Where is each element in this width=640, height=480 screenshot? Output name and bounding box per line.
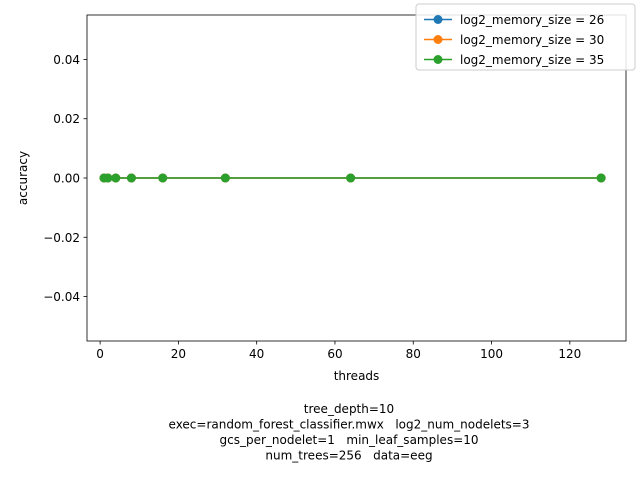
legend-box	[415, 3, 636, 71]
legend-marker	[433, 35, 443, 44]
legend-label: log2_memory_size = 30	[460, 33, 604, 47]
data-point	[126, 173, 136, 183]
series-layer	[99, 173, 606, 183]
y-axis-ticks: −0.04 −0.02 0.00 0.02 0.04	[43, 53, 87, 304]
x-tick-label: 80	[406, 347, 421, 361]
legend-marker	[433, 15, 443, 24]
legend-item: log2_memory_size = 35	[424, 53, 604, 67]
x-tick-label: 40	[249, 347, 264, 361]
y-axis-label: accuracy	[16, 151, 30, 205]
x-tick-label: 60	[327, 347, 342, 361]
legend-label: log2_memory_size = 35	[460, 53, 604, 67]
legend-label: log2_memory_size = 26	[460, 13, 604, 27]
legend: log2_memory_size = 26 log2_memory_size = …	[415, 3, 636, 71]
legend-marker	[433, 55, 443, 64]
data-point	[111, 173, 121, 183]
data-point	[596, 173, 606, 183]
y-tick-label: −0.02	[43, 231, 80, 245]
y-tick-label: 0.04	[53, 53, 80, 67]
data-point	[158, 173, 168, 183]
series-3	[99, 173, 606, 183]
caption-line: tree_depth=10	[304, 402, 394, 416]
data-point	[220, 173, 230, 183]
data-point	[103, 173, 113, 183]
y-tick-label: 0.02	[53, 112, 80, 126]
legend-item: log2_memory_size = 30	[424, 33, 604, 47]
data-point	[346, 173, 356, 183]
x-axis-ticks: 0 20 40 60 80 100 120	[96, 341, 581, 361]
legend-item: log2_memory_size = 26	[424, 13, 604, 27]
x-tick-label: 20	[171, 347, 186, 361]
x-axis-label: threads	[334, 369, 380, 383]
y-tick-label: −0.04	[43, 290, 80, 304]
caption-line: num_trees=256 data=eeg	[265, 449, 432, 463]
caption-line: gcs_per_nodelet=1 min_leaf_samples=10	[219, 433, 478, 447]
y-tick-label: 0.00	[53, 172, 80, 186]
x-tick-label: 0	[96, 347, 104, 361]
x-tick-label: 120	[558, 347, 581, 361]
caption-line: exec=random_forest_classifier.mwx log2_n…	[169, 418, 530, 432]
caption: tree_depth=10 exec=random_forest_classifi…	[169, 402, 530, 463]
x-tick-label: 100	[480, 347, 503, 361]
